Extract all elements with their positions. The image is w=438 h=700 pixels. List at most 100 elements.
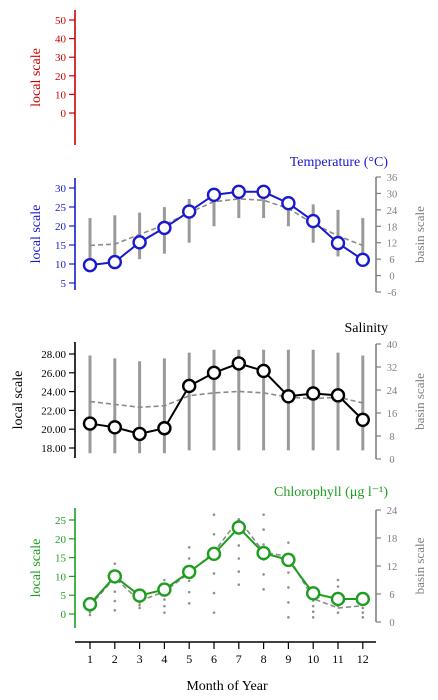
chlorophyll-data-point [355,591,370,607]
chlorophyll-basin-point [262,588,265,591]
chlorophyll-basin-point [311,604,315,608]
chlorophyll-right-tick-label: 18 [387,534,398,545]
salinity-left-tick-label: 26.00 [41,368,66,380]
chlorophyll-basin-point [237,570,241,573]
chlorophyll-data-point [281,552,296,568]
chlorophyll-basin-point [212,513,216,516]
chlorophyll-basin-point [187,590,191,594]
blank-left-tick-label: 50 [55,15,67,27]
temperature-left-tick-label: 15 [55,240,67,252]
salinity-basin-mean-line [89,390,363,409]
chlorophyll-basin-point [187,557,191,560]
temperature-right-tick-label: 24 [387,206,398,217]
chlorophyll-basin-point [138,606,141,610]
chlorophyll-basin-point [212,611,216,614]
chlorophyll-basin-point [88,610,92,614]
temperature-data-point [281,195,296,211]
chlorophyll-basin-point [287,601,290,604]
salinity-right-tick-label: 24 [387,386,398,397]
x-axis-tick-label: 4 [161,652,167,666]
chlorophyll-data-point [231,520,247,535]
x-axis-tick-label: 12 [357,652,369,666]
salinity-data-point [206,365,222,380]
temperature-data-point [355,252,370,268]
chlorophyll-data-point [206,546,222,562]
chlorophyll-left-tick-label: 20 [55,534,67,546]
chlorophyll-basin-point [262,573,265,576]
blank-left-tick-label: 0 [61,108,67,120]
chlorophyll-basin-point [237,544,241,547]
chlorophyll-left-tick-label: 15 [55,553,67,565]
chlorophyll-basin-point [163,604,166,608]
salinity-data-point [306,386,321,401]
chlorophyll-basin-point [262,543,265,546]
x-axis-tick-label: 11 [332,652,344,666]
chlorophyll-left-tick-label: 25 [55,515,67,527]
salinity-right-tick-label: 40 [387,340,398,351]
temperature-data-point [306,213,321,229]
chlorophyll-basin-point [163,578,166,582]
temperature-series-line [89,190,364,267]
chlorophyll-basin-point [262,528,265,531]
blank-left-tick-label: 20 [55,71,67,83]
x-axis-tick-label: 9 [285,652,291,666]
chlorophyll-left-tick-label: 10 [55,571,67,583]
temperature-right-tick-label: 0 [389,272,394,283]
chlorophyll-basin-point [163,598,166,601]
x-axis-label: Month of Year [186,679,268,694]
chlorophyll-right-tick-label: 0 [389,618,394,629]
chlorophyll-basin-point [237,557,241,560]
blank-panel: 0 10 20 30 40 50 local scale [29,10,76,145]
chlorophyll-basin-point [336,585,340,588]
salinity-left-tick-label: 20.00 [41,424,66,436]
temperature-right-tick-label: 18 [387,222,398,233]
chlorophyll-right-tick-label: 12 [387,562,398,573]
temperature-data-point [206,187,222,203]
chlorophyll-data-point [107,569,123,584]
chlorophyll-data-point [330,591,346,607]
temperature-ylabel-right: basin scale [412,206,427,263]
temperature-data-point [256,184,271,200]
temperature-title: Temperature (°C) [290,155,389,170]
chlorophyll-basin-point [113,590,117,593]
blank-left-tick-label: 30 [55,52,67,64]
x-axis-tick-label: 1 [87,652,93,666]
chlorophyll-data-point [256,545,271,561]
temperature-basin-mean-line [89,198,364,247]
x-axis-tick-label: 10 [307,652,319,666]
chlorophyll-panel: 0 5 10 15 20 25 local scale Chlorophyll (μg l⁻¹… [29,485,427,629]
temperature-right-tick-label: 12 [387,239,398,250]
chlorophyll-left-tick-label: 5 [61,590,67,602]
chlorophyll-basin-point [138,603,141,607]
temperature-data-point [107,254,123,270]
x-axis-tick-label: 6 [211,652,217,666]
chlorophyll-right-tick-label: 24 [387,506,398,517]
chlorophyll-title: Chlorophyll (μg l⁻¹) [274,485,388,500]
chlorophyll-basin-point [287,616,290,619]
salinity-left-tick-label: 28.00 [41,349,66,361]
chlorophyll-data-point [306,586,321,601]
x-axis-tick-label: 3 [137,652,143,666]
salinity-right-tick-label: 0 [389,455,394,466]
x-axis-tick-label: 2 [112,652,118,666]
salinity-data-point [132,426,147,442]
salinity-panel: 18.00 20.00 22.00 24.00 26.00 28.00 local scal… [11,321,427,466]
salinity-data-point [231,356,247,371]
salinity-title: Salinity [344,321,388,336]
temperature-right-tick-label: 36 [387,173,398,184]
temperature-right-tick-label: -6 [388,288,397,299]
x-axis-tick-label: 7 [236,652,242,666]
salinity-data-point [355,412,370,427]
chlorophyll-data-point [82,597,98,612]
chlorophyll-basin-point [163,611,166,614]
temperature-right-tick-label: 30 [387,189,398,200]
chlorophyll-basin-point [88,613,92,617]
chlorophyll-basin-point [212,591,216,595]
salinity-right-tick-label: 8 [389,432,394,443]
chlorophyll-basin-point [262,513,265,516]
x-axis-tick-label: 8 [261,652,267,666]
salinity-ylabel: local scale [11,371,26,430]
temperature-panel: 5 10 15 20 25 30 local scale Temperature (°C) -6… [29,155,427,299]
chlorophyll-basin-point [287,541,290,544]
salinity-data-point [181,378,197,394]
